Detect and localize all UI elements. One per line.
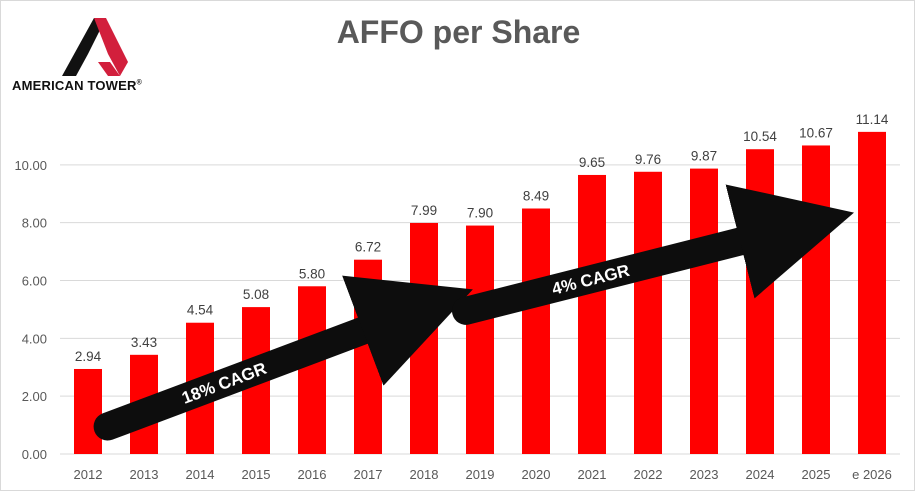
cagr-arrow: 4% CAGR [452,184,854,325]
x-tick-label: 2018 [410,467,439,482]
x-tick-label: 2024 [746,467,775,482]
x-tick-label: 2019 [466,467,495,482]
data-label: 9.76 [635,152,661,167]
x-tick-label: 2016 [298,467,327,482]
data-label: 7.90 [467,206,493,221]
x-tick-label: 2015 [242,467,271,482]
bar [802,145,830,454]
logo-dark-shape [62,18,106,76]
bar [858,131,886,454]
bar [690,168,718,454]
x-tick-label: 2020 [522,467,551,482]
logo-registered-mark: ® [136,79,142,87]
data-label: 2.94 [75,349,102,364]
x-tick-label: e 2026 [852,467,892,482]
data-label: 9.65 [579,155,605,170]
bar [746,149,774,455]
y-tick-label: 4.00 [22,331,47,346]
x-tick-label: 2012 [74,467,103,482]
x-tick-label: 2022 [634,467,663,482]
bar [578,174,606,454]
x-tick-label: 2025 [802,467,831,482]
x-tick-label: 2021 [578,467,607,482]
chart-title: AFFO per Share [336,14,581,50]
bar [634,171,662,455]
data-label: 6.72 [355,240,381,255]
y-tick-label: 6.00 [22,274,47,289]
data-label: 5.80 [299,266,325,281]
bar [410,222,438,454]
x-tick-label: 2014 [186,467,215,482]
bar [354,259,382,454]
x-tick-label: 2013 [130,467,159,482]
bar [466,225,494,454]
y-tick-label: 0.00 [22,447,47,462]
x-tick-label: 2017 [354,467,383,482]
data-label: 10.54 [743,129,777,144]
cagr-arrow-shape [93,275,473,441]
data-label: 5.08 [243,287,269,302]
y-tick-label: 8.00 [22,216,47,231]
american-tower-logo-icon [62,18,128,76]
bar [298,286,326,454]
logo-text: AMERICAN TOWER [12,78,137,93]
data-label: 10.67 [799,125,833,140]
y-tick-label: 10.00 [14,158,47,173]
data-label: 11.14 [856,112,889,127]
data-label: 8.49 [523,188,549,203]
data-label: 3.43 [131,335,157,350]
data-label: 4.54 [187,303,214,318]
logo-wordmark: AMERICAN TOWER® [12,78,142,93]
bar [522,208,550,454]
cagr-arrow-shape [452,184,854,325]
data-label: 7.99 [411,203,437,218]
data-label: 9.87 [691,149,717,164]
bar [74,368,102,454]
logo-red-tail [98,62,120,76]
logo-red-shape [94,18,128,76]
y-tick-label: 2.00 [22,389,47,404]
x-tick-label: 2023 [690,467,719,482]
